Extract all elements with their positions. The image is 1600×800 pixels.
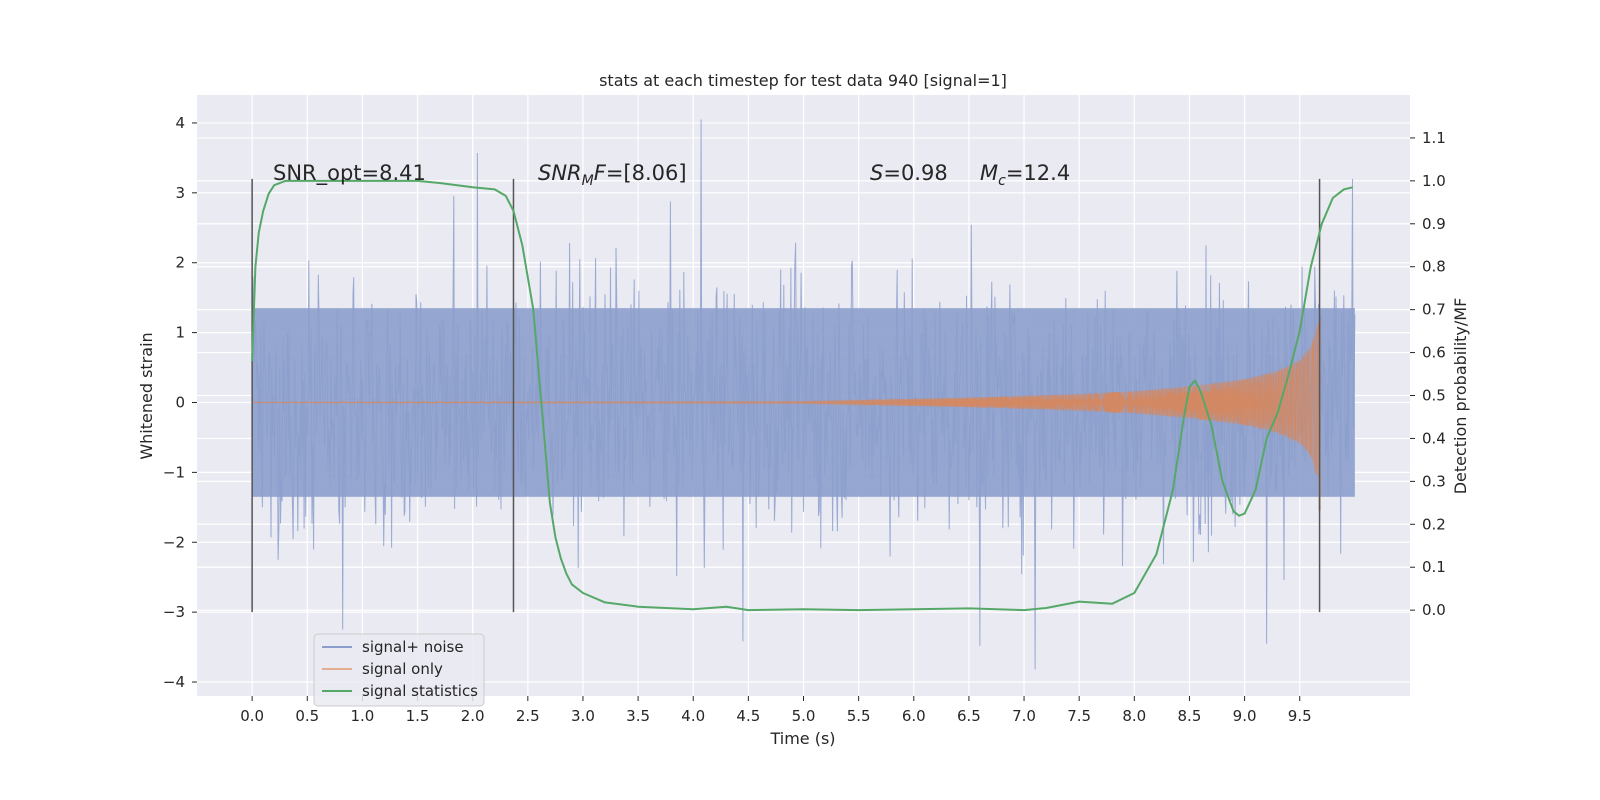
y-right-tick-label: 0.1 [1422,558,1446,576]
x-tick-label: 7.0 [1012,707,1036,725]
y-left-tick-label: 1 [175,324,185,342]
x-tick-label: 5.5 [847,707,871,725]
y-right-tick-label: 0.4 [1422,429,1446,447]
x-tick-label: 9.5 [1288,707,1312,725]
vertical-markers [251,178,1321,613]
y-right-tick-label: 0.6 [1422,344,1446,362]
x-tick-label: 4.0 [681,707,705,725]
y-left-tick-label: 0 [175,393,185,411]
y-axis-label-right: Detection probability/MF [1451,298,1470,495]
signal-statistics-line [251,179,1353,612]
y-right-tick-label: 0.3 [1422,472,1446,490]
signal-only-envelope [252,318,1320,483]
x-tick-label: 0.0 [240,707,264,725]
y-left-tick-label: 2 [175,254,185,272]
x-tick-label: 2.0 [461,707,485,725]
x-tick-label: 8.5 [1178,707,1202,725]
legend-label-statistics: signal statistics [362,682,478,700]
annotation-snr-opt: SNR_opt=8.41 [273,161,426,186]
x-tick-label: 4.5 [736,707,760,725]
x-tick-label: 2.5 [516,707,540,725]
x-tick-label: 1.5 [406,707,430,725]
legend-box [313,633,485,707]
annotation-snr-mf: SNRMF=[8.06] [538,161,687,189]
y-left-tick-label: 3 [175,184,185,202]
x-tick-label: 9.0 [1233,707,1257,725]
legend-label-signal: signal only [362,660,443,678]
x-tick-label: 1.0 [350,707,374,725]
x-tick-label: 8.0 [1122,707,1146,725]
y-right-tick-label: 1.0 [1422,172,1446,190]
annotation-s: S=0.98 [870,161,948,185]
legend: signal+ noise signal only signal statist… [313,633,485,707]
annotation-mc: Mc=12.4 [980,161,1070,189]
x-tick-label: 7.5 [1067,707,1091,725]
y-left-tick-label: −2 [163,533,185,551]
y-axis-label-left: Whitened strain [137,332,156,459]
y-right-tick-label: 0.5 [1422,387,1446,405]
axis-ticks: 0.0 0.5 1.0 1.5 2.0 2.5 3.0 3.5 4.0 4.5 5.0 5.5 6.0 6… [163,114,1446,725]
chart-title: stats at each timestep for test data 940… [599,71,1007,90]
legend-label-noise: signal+ noise [362,638,464,656]
y-right-tick-label: 0.7 [1422,301,1446,319]
y-left-tick-label: −3 [163,603,185,621]
series-signal-statistics [251,179,1353,612]
x-tick-label: 0.5 [295,707,319,725]
y-left-tick-label: −4 [163,673,185,691]
y-right-tick-label: 1.1 [1422,129,1446,147]
x-tick-label: 6.5 [957,707,981,725]
y-left-tick-label: −1 [163,463,185,481]
x-tick-label: 3.0 [571,707,595,725]
x-tick-label: 6.0 [902,707,926,725]
y-right-tick-label: 0.2 [1422,515,1446,533]
signal-only-line [252,323,1321,474]
x-axis-label: Time (s) [769,729,835,748]
y-right-tick-label: 0.0 [1422,601,1446,619]
y-right-tick-label: 0.8 [1422,258,1446,276]
y-left-tick-label: 4 [175,114,185,132]
x-tick-label: 3.5 [626,707,650,725]
x-tick-label: 5.0 [792,707,816,725]
y-right-tick-label: 0.9 [1422,215,1446,233]
